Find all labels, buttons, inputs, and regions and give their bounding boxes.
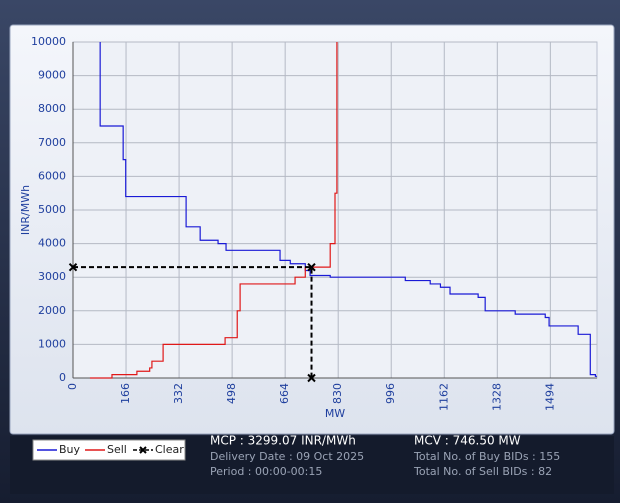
legend-label: Clear <box>155 443 184 456</box>
legend-marker <box>139 446 147 454</box>
sell-bids: Total No. of Sell BIDs : 82 <box>413 465 552 478</box>
y-tick-label: 9000 <box>38 69 66 82</box>
x-tick-label: 1328 <box>490 383 503 411</box>
buy-bids: Total No. of Buy BIDs : 155 <box>413 450 560 463</box>
x-axis-title: MW <box>325 407 345 420</box>
x-tick-label: 498 <box>225 383 238 404</box>
x-tick-label: 1162 <box>437 383 450 411</box>
series-line <box>89 42 338 379</box>
y-tick-label: 10000 <box>31 35 66 48</box>
y-tick-label: 8000 <box>38 102 66 115</box>
marker <box>68 262 78 272</box>
y-tick-label: 2000 <box>38 304 66 317</box>
legend <box>32 439 186 461</box>
legend-label: Buy <box>59 443 81 456</box>
period: Period : 00:00-00:15 <box>210 465 322 478</box>
series-line <box>73 266 313 378</box>
y-axis-title: INR/MWh <box>19 185 32 235</box>
y-tick-label: 4000 <box>38 237 66 250</box>
mcv: MCV : 746.50 MW <box>414 434 521 448</box>
y-tick-label: 3000 <box>38 270 66 283</box>
series-line <box>99 42 597 377</box>
x-tick-label: 166 <box>119 383 132 404</box>
x-tick-label: 664 <box>278 383 291 404</box>
y-tick-label: 5000 <box>38 203 66 216</box>
legend-label: Sell <box>107 443 127 456</box>
x-tick-label: 830 <box>331 383 344 404</box>
marker <box>307 262 316 272</box>
y-tick-label: 7000 <box>38 136 66 149</box>
y-tick-label: 1000 <box>38 337 66 350</box>
x-tick-label: 996 <box>384 383 397 404</box>
delivery-date: Delivery Date : 09 Oct 2025 <box>210 450 364 463</box>
y-tick-label: 0 <box>59 371 66 384</box>
marker <box>307 373 316 383</box>
mcp: MCP : 3299.07 INR/MWh <box>210 434 356 448</box>
x-tick-label: 0 <box>66 383 79 390</box>
y-tick-label: 6000 <box>38 169 66 182</box>
x-tick-label: 1494 <box>543 383 556 411</box>
x-tick-label: 332 <box>172 383 185 404</box>
